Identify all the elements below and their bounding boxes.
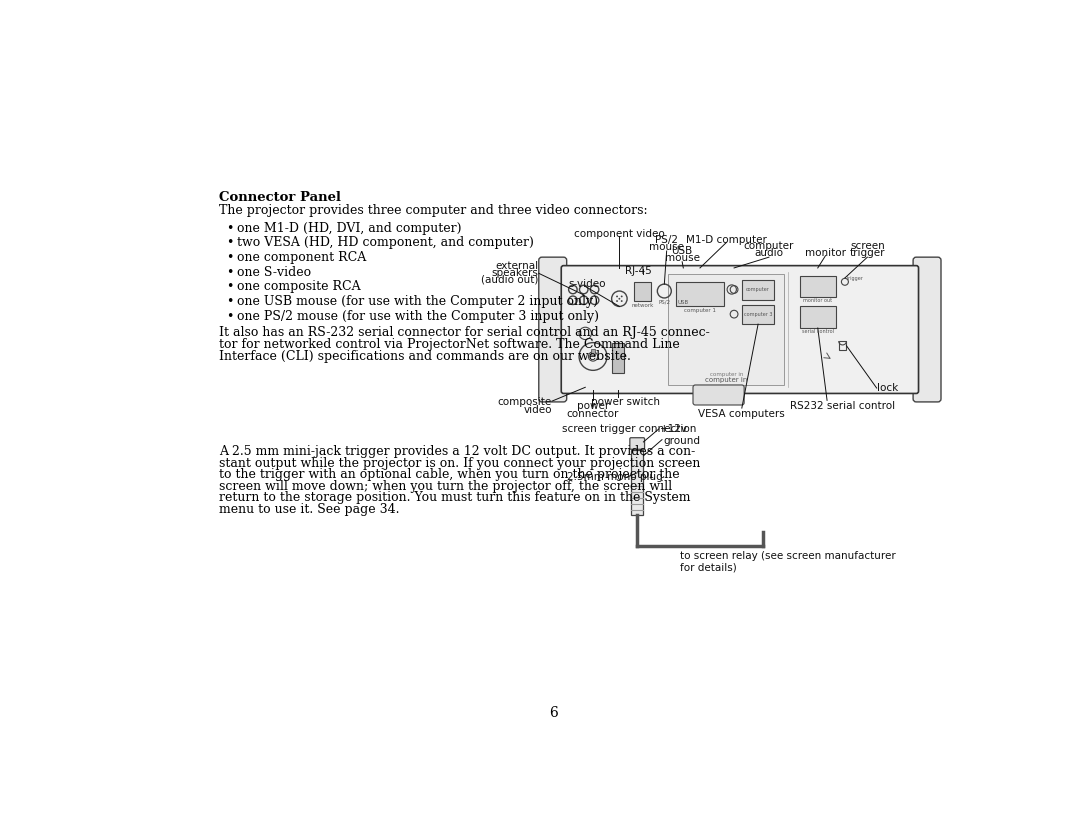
FancyBboxPatch shape [913,257,941,402]
Circle shape [616,295,618,298]
Text: VESA computers: VESA computers [699,409,785,419]
Text: +12v: +12v [660,425,688,435]
Text: •: • [227,251,234,264]
Text: s-video: s-video [568,279,606,289]
Text: The projector provides three computer and three video connectors:: The projector provides three computer an… [218,204,647,217]
Text: two VESA (HD, HD component, and computer): two VESA (HD, HD component, and computer… [238,236,535,249]
Text: tor for networked control via ProjectorNet software. The Command Line: tor for networked control via ProjectorN… [218,338,679,351]
Bar [677,284,689,299]
Text: •: • [227,236,234,249]
Text: 6: 6 [549,706,558,720]
Text: screen trigger connection: screen trigger connection [562,425,697,435]
Circle shape [616,300,618,302]
Text: return to the storage position. You must turn this feature on in the System: return to the storage position. You must… [218,491,690,505]
Text: A 2.5 mm mini-jack trigger provides a 12 volt DC output. It provides a con-: A 2.5 mm mini-jack trigger provides a 12… [218,445,694,458]
FancyBboxPatch shape [693,385,744,405]
Circle shape [621,300,623,302]
Text: one S-video: one S-video [238,266,311,279]
Text: computer: computer [744,241,794,251]
FancyBboxPatch shape [630,438,645,450]
Text: mouse: mouse [649,242,684,252]
Bar [676,282,724,306]
Text: ground: ground [663,436,701,446]
Text: power switch: power switch [592,397,661,407]
Text: trigger: trigger [847,276,864,281]
Text: external: external [496,261,539,271]
Text: 2.5mm mono plug: 2.5mm mono plug [567,472,663,482]
Text: stant output while the projector is on. If you connect your projection screen: stant output while the projector is on. … [218,456,700,470]
Text: USB: USB [672,246,692,256]
Bar [611,343,624,374]
Text: •: • [227,295,234,308]
FancyBboxPatch shape [539,257,567,402]
Text: computer in: computer in [705,377,747,383]
Text: power: power [577,401,609,411]
Bar [839,341,847,350]
Text: speakers: speakers [491,268,539,278]
Text: mouse: mouse [664,254,700,264]
Text: one USB mouse (for use with the Computer 2 input only): one USB mouse (for use with the Computer… [238,295,598,308]
Text: (audio out): (audio out) [482,275,539,285]
Text: one composite RCA: one composite RCA [238,280,361,294]
Text: computer 1: computer 1 [684,308,716,313]
Text: network: network [632,303,653,308]
Bar [742,280,774,299]
Text: trigger: trigger [850,248,886,258]
Circle shape [621,295,623,298]
Text: Connector Panel: Connector Panel [218,191,340,204]
Bar [669,274,784,385]
Text: RJ-45: RJ-45 [625,266,652,275]
Text: to screen relay (see screen manufacturer
for details): to screen relay (see screen manufacturer… [679,551,895,573]
Text: component video: component video [573,229,665,239]
Text: screen: screen [850,241,885,251]
Text: composite: composite [498,397,552,407]
Text: computer in: computer in [710,373,743,378]
Bar [592,349,595,355]
Text: PS/2: PS/2 [659,299,671,304]
Text: •: • [227,222,234,234]
Text: to the trigger with an optional cable, when you turn on the projector the: to the trigger with an optional cable, w… [218,468,679,481]
Text: one PS/2 mouse (for use with the Computer 3 input only): one PS/2 mouse (for use with the Compute… [238,309,599,323]
Text: menu to use it. See page 34.: menu to use it. See page 34. [218,503,400,515]
Text: screen will move down; when you turn the projector off, the screen will: screen will move down; when you turn the… [218,480,672,493]
Text: PS/2: PS/2 [656,235,678,245]
Text: USB: USB [678,300,689,305]
Circle shape [619,298,620,299]
Text: It also has an RS-232 serial connector for serial control and an RJ-45 connec-: It also has an RS-232 serial connector f… [218,326,710,339]
Text: computer 3: computer 3 [744,312,772,317]
Bar [800,276,836,297]
Text: monitor out: monitor out [804,298,833,303]
Text: computer: computer [746,288,770,293]
Text: RS232 serial control: RS232 serial control [789,401,895,411]
Text: serial control: serial control [801,329,834,334]
Text: Interface (CLI) specifications and commands are on our website.: Interface (CLI) specifications and comma… [218,349,631,363]
Text: audio: audio [755,248,783,258]
Bar [634,282,651,301]
Text: monitor: monitor [805,248,846,258]
Bar [631,450,644,515]
Text: •: • [227,280,234,294]
Text: one M1-D (HD, DVI, and computer): one M1-D (HD, DVI, and computer) [238,222,462,234]
Text: •: • [227,309,234,323]
Text: M1-D computer: M1-D computer [686,235,767,245]
Text: •: • [227,266,234,279]
Bar [800,306,836,328]
Bar [742,305,774,324]
Text: connector: connector [567,409,619,419]
Text: lock: lock [877,383,899,393]
Text: video: video [524,405,552,415]
FancyBboxPatch shape [562,266,918,394]
Text: one component RCA: one component RCA [238,251,366,264]
